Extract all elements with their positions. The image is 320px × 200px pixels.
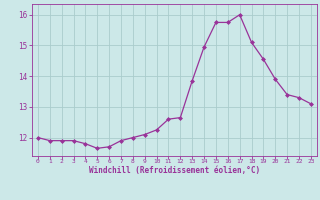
X-axis label: Windchill (Refroidissement éolien,°C): Windchill (Refroidissement éolien,°C) xyxy=(89,166,260,175)
